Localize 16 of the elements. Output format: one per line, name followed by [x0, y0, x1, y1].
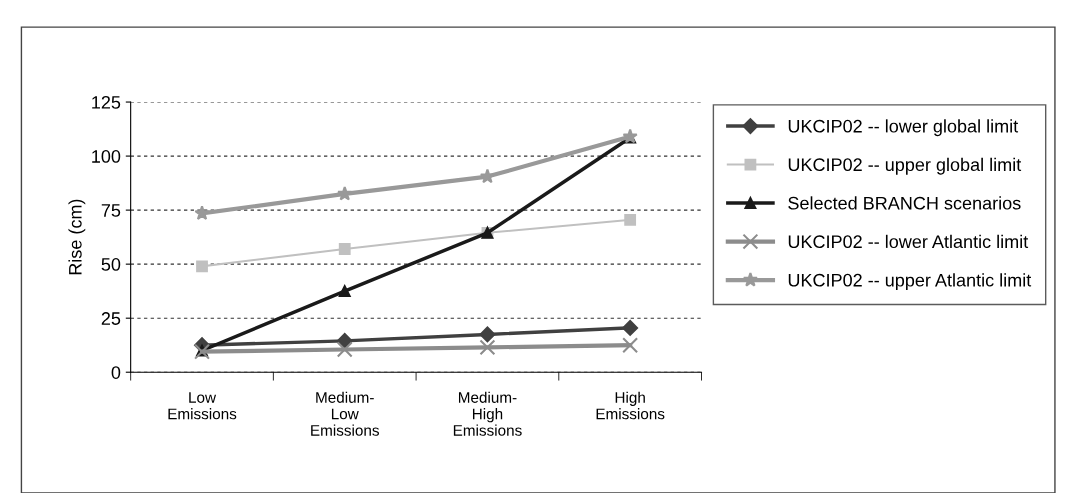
x-tick-label: Medium-High Emissions	[453, 391, 522, 436]
y-tick-label: 75	[101, 204, 121, 217]
y-tick-label: 0	[111, 366, 121, 379]
legend-label: UKCIP02 -- upper Atlantic limit	[788, 273, 1032, 291]
y-tick-label: 100	[92, 150, 121, 163]
legend-label: UKCIP02 -- upper global limit	[788, 157, 1022, 175]
y-axis-title: Rise (cm)	[68, 199, 86, 275]
x-tick-label: High Emissions	[596, 391, 665, 420]
legend-label: UKCIP02 -- lower Atlantic limit	[788, 234, 1029, 249]
x-tick-label: Low Emissions	[168, 392, 237, 420]
legend-label: UKCIP02 -- lower global limit	[788, 119, 1019, 137]
y-tick-label: 125	[92, 95, 121, 109]
x-tick-label: Medium-Low Emissions	[311, 391, 379, 436]
legend-label: Selected BRANCH scenarios	[788, 196, 1021, 210]
y-tick-label: 25	[101, 312, 121, 325]
y-tick-label: 50	[101, 258, 121, 271]
